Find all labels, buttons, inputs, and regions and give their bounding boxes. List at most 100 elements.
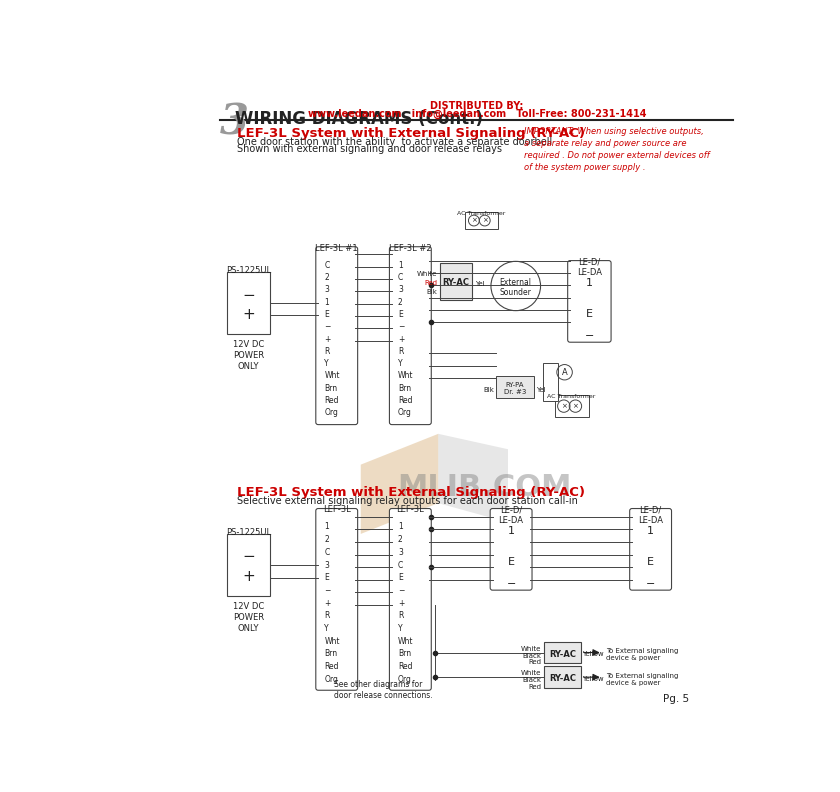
- Text: 12V DC
POWER
ONLY: 12V DC POWER ONLY: [233, 340, 264, 371]
- Text: 3: 3: [324, 285, 329, 295]
- Text: +: +: [398, 334, 404, 344]
- Bar: [543, 642, 580, 664]
- Text: 2: 2: [324, 273, 329, 282]
- Text: 1: 1: [324, 523, 329, 531]
- Text: White: White: [521, 670, 541, 676]
- Text: AC Transformer: AC Transformer: [548, 394, 596, 399]
- Text: 3: 3: [324, 561, 329, 569]
- Text: E: E: [647, 557, 654, 567]
- Text: PS-1225UL: PS-1225UL: [226, 266, 271, 275]
- Bar: [465, 212, 498, 229]
- Text: 1: 1: [398, 261, 402, 269]
- Text: Brn: Brn: [324, 384, 338, 393]
- Text: R: R: [398, 347, 403, 356]
- Bar: [543, 666, 580, 688]
- Text: WIRING DIAGRAMS (Cont.): WIRING DIAGRAMS (Cont.): [235, 110, 483, 128]
- Text: To External signaling
device & power: To External signaling device & power: [606, 672, 678, 686]
- Text: C: C: [324, 261, 329, 269]
- Text: Wht: Wht: [324, 371, 340, 380]
- Text: Org: Org: [398, 409, 412, 417]
- Text: 2: 2: [398, 298, 402, 307]
- Text: −: −: [585, 330, 594, 341]
- Text: 1: 1: [647, 526, 654, 536]
- Text: Red: Red: [324, 396, 339, 406]
- Text: ×: ×: [482, 218, 488, 223]
- FancyBboxPatch shape: [568, 261, 611, 342]
- Text: C: C: [398, 561, 403, 569]
- FancyBboxPatch shape: [630, 508, 671, 590]
- Text: RY-PA
Dr. #3: RY-PA Dr. #3: [504, 382, 526, 395]
- Text: 3: 3: [398, 285, 403, 295]
- Text: White: White: [521, 645, 541, 652]
- Text: E: E: [585, 309, 593, 319]
- Bar: [440, 263, 472, 300]
- Text: −: −: [242, 550, 255, 565]
- FancyBboxPatch shape: [390, 508, 431, 691]
- Text: LEF-3L #1: LEF-3L #1: [315, 244, 358, 253]
- Text: −: −: [324, 322, 331, 331]
- Text: RY-AC: RY-AC: [549, 649, 575, 659]
- Text: −: −: [398, 322, 404, 331]
- Text: Y: Y: [398, 359, 402, 368]
- Polygon shape: [438, 434, 508, 523]
- Text: C: C: [398, 273, 403, 282]
- Text: www.leedan.com   info@leedan.com   Toll-Free: 800-231-1414: www.leedan.com info@leedan.com Toll-Free…: [307, 109, 646, 119]
- FancyBboxPatch shape: [316, 247, 358, 425]
- Text: White: White: [417, 271, 438, 276]
- Bar: [554, 395, 590, 417]
- Text: 1: 1: [398, 523, 402, 531]
- Text: RY-AC: RY-AC: [549, 674, 575, 683]
- Text: LEF-3L System with External Signaling (RY-AC): LEF-3L System with External Signaling (R…: [237, 486, 585, 499]
- Text: Red: Red: [528, 684, 541, 690]
- Text: Selective external signaling relay outputs for each door station call-in: Selective external signaling relay outpu…: [237, 497, 578, 506]
- Text: E: E: [324, 310, 329, 319]
- Bar: [228, 272, 270, 333]
- Text: Wht: Wht: [324, 637, 340, 645]
- Text: 2: 2: [398, 535, 402, 544]
- Bar: [543, 363, 559, 402]
- Text: One door station with the ability  to activate a separate doorbell: One door station with the ability to act…: [237, 137, 552, 147]
- Text: −: −: [507, 579, 516, 588]
- Text: Shown with external signaling and door release relays: Shown with external signaling and door r…: [237, 144, 501, 154]
- Text: 3: 3: [398, 548, 403, 557]
- Text: E: E: [507, 557, 515, 567]
- Text: LE-D/
LE-DA: LE-D/ LE-DA: [499, 505, 523, 525]
- Text: Yellow: Yellow: [582, 676, 604, 682]
- Text: See other diagrams for
door release connections.: See other diagrams for door release conn…: [333, 680, 433, 699]
- Text: LEF-3L: LEF-3L: [396, 505, 424, 515]
- Text: −: −: [646, 579, 655, 588]
- Text: MLIB.COM: MLIB.COM: [397, 474, 572, 502]
- Text: 2: 2: [324, 535, 329, 544]
- FancyBboxPatch shape: [491, 508, 532, 590]
- Text: 12V DC
POWER
ONLY: 12V DC POWER ONLY: [233, 602, 264, 633]
- Text: ×: ×: [573, 403, 579, 409]
- Text: External
Sounder: External Sounder: [500, 278, 532, 297]
- Text: Yel: Yel: [475, 281, 485, 287]
- Text: 1: 1: [585, 278, 593, 288]
- Text: LEF-3L: LEF-3L: [323, 505, 350, 515]
- Text: Yel: Yel: [536, 386, 545, 393]
- Bar: [228, 534, 270, 596]
- Text: C: C: [324, 548, 329, 557]
- Text: ×: ×: [561, 403, 567, 409]
- Text: Brn: Brn: [324, 649, 338, 658]
- Text: Org: Org: [324, 409, 339, 417]
- Text: 1: 1: [324, 298, 329, 307]
- Text: Blk: Blk: [483, 386, 494, 393]
- Text: AC Transformer: AC Transformer: [458, 211, 506, 215]
- Text: Black: Black: [522, 677, 541, 683]
- Text: Brn: Brn: [398, 384, 411, 393]
- Text: DISTRIBUTED BY:: DISTRIBUTED BY:: [430, 101, 523, 111]
- Text: Y: Y: [398, 624, 402, 633]
- Text: Blk: Blk: [427, 289, 438, 295]
- Text: RY-AC: RY-AC: [443, 279, 470, 287]
- Text: Org: Org: [398, 675, 412, 683]
- Text: R: R: [324, 611, 330, 620]
- Text: Red: Red: [424, 280, 438, 286]
- Text: E: E: [398, 573, 402, 582]
- Text: Y: Y: [324, 624, 329, 633]
- Text: Yellow: Yellow: [582, 651, 604, 657]
- Text: PS-1225UL: PS-1225UL: [226, 527, 271, 537]
- Text: ×: ×: [471, 218, 477, 223]
- Text: LEF-3L #2: LEF-3L #2: [389, 244, 432, 253]
